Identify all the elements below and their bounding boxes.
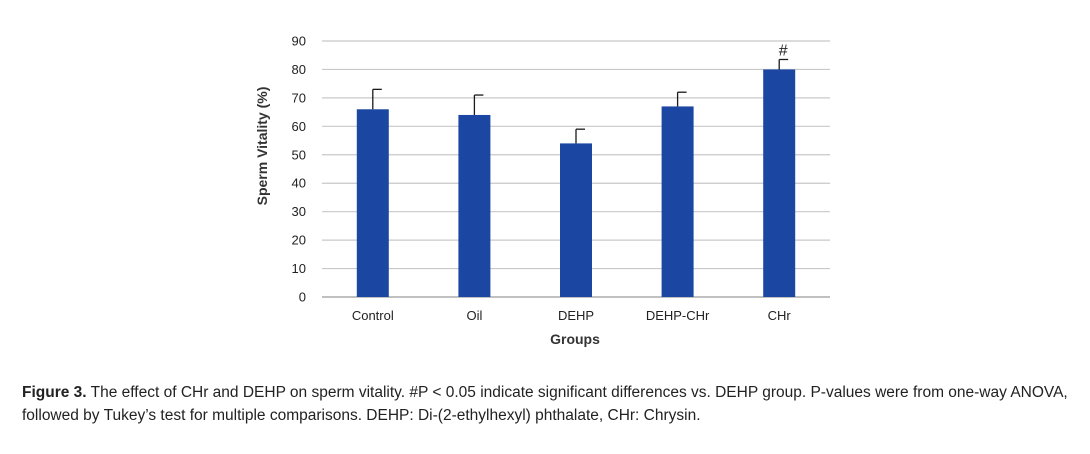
- y-tick-label: 70: [292, 90, 306, 105]
- caption-label: Figure 3.: [22, 384, 87, 401]
- figure-caption: Figure 3. The effect of CHr and DEHP on …: [22, 381, 1072, 427]
- bar: [661, 106, 694, 297]
- y-tick-label: 80: [292, 62, 306, 77]
- error-bar: [473, 94, 484, 115]
- bars: [356, 69, 796, 298]
- bar: [560, 143, 592, 297]
- bar: [763, 69, 796, 297]
- x-category-label: DEHP-CHr: [646, 308, 710, 323]
- x-category-label: DEHP: [558, 308, 594, 323]
- y-tick-labels: 0 10 20 30 40 50 60 70 80 90: [292, 34, 306, 305]
- x-category-labels: Control Oil DEHP DEHP-CHr CHr: [352, 308, 792, 323]
- error-bar: [575, 128, 585, 144]
- annotations: #: [779, 42, 788, 59]
- y-axis-title: Sperm Vitality (%): [254, 87, 270, 206]
- x-category-label: Control: [352, 308, 394, 323]
- bar-chart: 0 10 20 30 40 50 60 70 80 90 # Control Oil DEHP DEHP…: [254, 34, 830, 347]
- error-bars: [372, 58, 789, 144]
- x-category-label: CHr: [768, 308, 792, 323]
- y-tick-label: 0: [299, 290, 306, 305]
- x-axis-title: Groups: [550, 331, 600, 347]
- x-category-label: Oil: [466, 308, 482, 323]
- bar: [458, 114, 491, 297]
- significance-marker: #: [779, 42, 788, 59]
- y-tick-label: 40: [292, 176, 306, 191]
- y-tick-label: 90: [292, 34, 306, 49]
- y-tick-label: 60: [292, 119, 306, 134]
- bar: [356, 109, 389, 298]
- y-tick-label: 20: [292, 233, 306, 248]
- error-bar: [372, 88, 382, 110]
- error-bar: [778, 58, 789, 70]
- error-bar: [676, 91, 687, 107]
- y-tick-label: 10: [292, 261, 306, 276]
- chart-svg: 0 10 20 30 40 50 60 70 80 90 # Control Oil DEHP DEHP…: [254, 34, 830, 347]
- caption-text: The effect of CHr and DEHP on sperm vita…: [22, 384, 1068, 424]
- y-tick-label: 30: [292, 204, 306, 219]
- y-tick-label: 50: [292, 147, 306, 162]
